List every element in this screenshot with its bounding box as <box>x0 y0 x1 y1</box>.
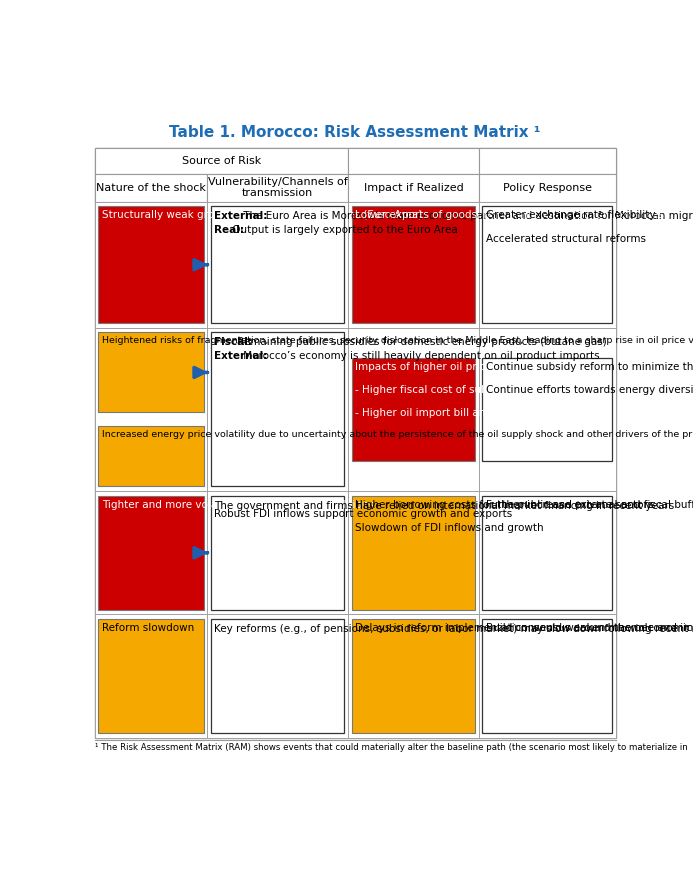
Text: Robust FDI inflows support economic growth and exports: Robust FDI inflows support economic grow… <box>214 510 513 519</box>
Text: ¹ The Risk Assessment Matrix (RAM) shows events that could materially alter the : ¹ The Risk Assessment Matrix (RAM) shows… <box>95 743 687 752</box>
Bar <box>95 148 348 173</box>
Bar <box>479 327 615 491</box>
Bar <box>95 491 207 614</box>
Bar <box>352 619 475 733</box>
Text: Further increase external and fiscal buffers against these shocks: Further increase external and fiscal buf… <box>486 500 693 510</box>
Text: Continue subsidy reform to minimize the fiscal impact

Continue efforts towards : Continue subsidy reform to minimize the … <box>486 362 693 395</box>
Bar <box>207 491 348 614</box>
Bar <box>348 327 479 491</box>
Text: Build consensus around the role and importance of reforms in reducing vulnerabil: Build consensus around the role and impo… <box>486 623 693 633</box>
Text: Structurally weak growth in advanced economies (Euro Area): Structurally weak growth in advanced eco… <box>102 211 422 220</box>
Text: Lower exports of goods, remittances and tourism revenues: Lower exports of goods, remittances and … <box>356 211 664 220</box>
Bar <box>352 358 475 461</box>
Bar <box>211 206 344 323</box>
Text: Real:: Real: <box>214 225 245 235</box>
Text: Output is largely exported to the Euro Area: Output is largely exported to the Euro A… <box>229 225 457 235</box>
Text: Fiscal:: Fiscal: <box>214 337 252 347</box>
Bar <box>98 333 204 413</box>
Bar <box>207 614 348 738</box>
Bar <box>95 173 207 202</box>
Bar <box>207 327 348 491</box>
Bar <box>211 333 344 486</box>
Bar <box>482 619 612 733</box>
Bar <box>98 619 204 733</box>
Text: Nature of the shock: Nature of the shock <box>96 183 206 192</box>
Text: Table 1. Morocco: Risk Assessment Matrix ¹: Table 1. Morocco: Risk Assessment Matrix… <box>169 125 541 139</box>
Bar <box>479 614 615 738</box>
Text: Delays in reform implementation would weaken macroeconomic resilience and potent: Delays in reform implementation would we… <box>356 623 693 633</box>
Bar <box>348 173 479 202</box>
Text: Impacts of higher oil prices:

- Higher fiscal cost of subsidies

- Higher oil i: Impacts of higher oil prices: - Higher f… <box>356 362 538 418</box>
Text: Policy Response: Policy Response <box>502 183 592 192</box>
Bar <box>207 173 348 202</box>
Bar <box>98 427 204 486</box>
Bar <box>95 614 207 738</box>
Text: Greater exchange rate flexibility

Accelerated structural reforms: Greater exchange rate flexibility Accele… <box>486 211 655 244</box>
Bar <box>95 327 207 491</box>
Bar <box>479 148 615 173</box>
Text: Key reforms (e.g., of pensions, subsidies, or labor market) may slow down follow: Key reforms (e.g., of pensions, subsidie… <box>214 624 693 634</box>
Text: The government and firms have relied on international market financing in recent: The government and firms have relied on … <box>214 501 675 510</box>
Text: Tighter and more volatile global financial conditions: Tighter and more volatile global financi… <box>102 500 374 510</box>
Bar <box>348 202 479 327</box>
Bar <box>482 358 612 461</box>
Bar <box>479 173 615 202</box>
Bar <box>348 491 479 614</box>
Bar <box>207 202 348 327</box>
Text: Higher borrowing costs for the public and private sectors

Slowdown of FDI inflo: Higher borrowing costs for the public an… <box>356 500 653 533</box>
Text: Heightened risks of fragmentation, state failures, security dislocation in the M: Heightened risks of fragmentation, state… <box>102 336 693 346</box>
Bar <box>95 202 207 327</box>
Text: Source of Risk: Source of Risk <box>182 156 261 165</box>
Bar <box>352 206 475 323</box>
Bar <box>98 496 204 610</box>
Text: Remaining public subsidies for domestic energy products (butane gas): Remaining public subsidies for domestic … <box>234 337 607 347</box>
Text: Vulnerability/Channels of
transmission: Vulnerability/Channels of transmission <box>208 177 348 199</box>
Bar <box>211 496 344 610</box>
Bar <box>352 496 475 610</box>
Bar <box>479 202 615 327</box>
Bar <box>98 206 204 323</box>
Text: External:: External: <box>214 351 267 361</box>
Text: Increased energy price volatility due to uncertainty about the persistence of th: Increased energy price volatility due to… <box>102 430 693 439</box>
Text: Reform slowdown: Reform slowdown <box>102 623 194 633</box>
Bar <box>482 496 612 610</box>
Text: External:: External: <box>214 211 267 221</box>
Bar <box>479 491 615 614</box>
Bar <box>348 148 479 173</box>
Text: The Euro Area is Morocco’s main economic partner and destination for Moroccan mi: The Euro Area is Morocco’s main economic… <box>240 211 693 221</box>
Text: Impact if Realized: Impact if Realized <box>364 183 464 192</box>
Bar <box>95 148 615 738</box>
Bar <box>211 619 344 733</box>
Text: Morocco’s economy is still heavily dependent on oil product imports: Morocco’s economy is still heavily depen… <box>240 351 599 361</box>
Bar <box>482 206 612 323</box>
Bar <box>348 614 479 738</box>
